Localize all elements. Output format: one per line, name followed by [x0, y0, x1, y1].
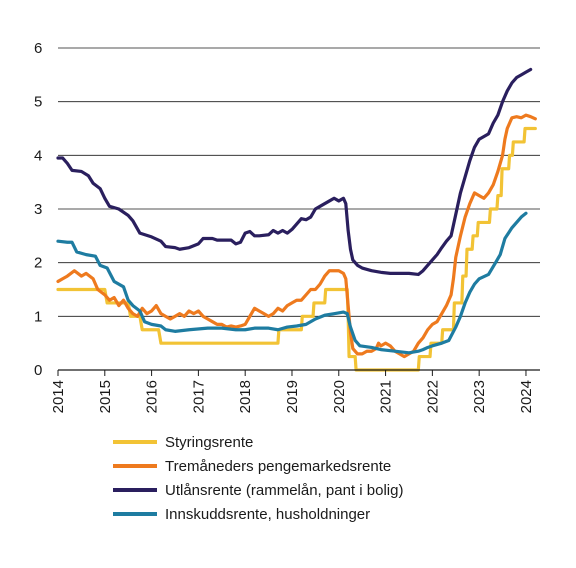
grid-lines — [58, 47, 540, 317]
series-line-1 — [56, 113, 537, 359]
legend-item-utlansrente: Utlånsrente (rammelån, pant i bolig) — [113, 478, 553, 502]
x-tick-label: 2015 — [97, 380, 114, 413]
legend-swatch — [113, 488, 157, 492]
y-tick-label: 3 — [34, 201, 42, 218]
x-tick-label: 2018 — [237, 380, 254, 413]
legend-swatch — [113, 512, 157, 516]
legend-label: Innskuddsrente, husholdninger — [165, 505, 371, 523]
series-line-0 — [56, 126, 537, 372]
x-tick-label: 2017 — [190, 380, 207, 413]
x-tick-label: 2019 — [284, 380, 301, 413]
axes: 0 1 2 3 4 5 6 2014 2015 2016 2017 2018 2019 2020 2021 2… — [34, 40, 540, 413]
x-tick-label: 2021 — [378, 380, 395, 413]
x-tick-label: 2024 — [518, 380, 535, 413]
series-line-3 — [56, 211, 528, 355]
legend-item-tremaneders: Tremåneders pengemarkedsrente — [113, 454, 553, 478]
x-tick-label: 2020 — [331, 380, 348, 413]
legend-label: Utlånsrente (rammelån, pant i bolig) — [165, 481, 404, 499]
y-tick-label: 0 — [34, 362, 42, 379]
y-tick-label: 1 — [34, 308, 42, 325]
y-tick-label: 5 — [34, 94, 42, 111]
series-line-2 — [56, 67, 533, 277]
x-tick-label: 2014 — [50, 380, 67, 413]
y-tick-label: 2 — [34, 255, 42, 272]
legend-label: Styringsrente — [165, 433, 254, 451]
x-tick-label: 2023 — [471, 380, 488, 413]
y-tick-label: 6 — [34, 40, 42, 57]
x-tick-label: 2022 — [424, 380, 441, 413]
legend-swatch — [113, 440, 157, 444]
line-chart: 0 1 2 3 4 5 6 2014 2015 2016 2017 2018 2019 2020 2021 2… — [34, 40, 540, 413]
legend-item-styringsrente: Styringsrente — [113, 430, 553, 454]
legend-item-innskuddsrente: Innskuddsrente, husholdninger — [113, 502, 553, 526]
legend: Styringsrente Tremåneders pengemarkedsre… — [113, 430, 553, 526]
legend-swatch — [113, 464, 157, 468]
legend-label: Tremåneders pengemarkedsrente — [165, 457, 392, 475]
x-tick-label: 2016 — [144, 380, 161, 413]
series-group — [56, 67, 537, 372]
y-tick-label: 4 — [34, 147, 42, 164]
